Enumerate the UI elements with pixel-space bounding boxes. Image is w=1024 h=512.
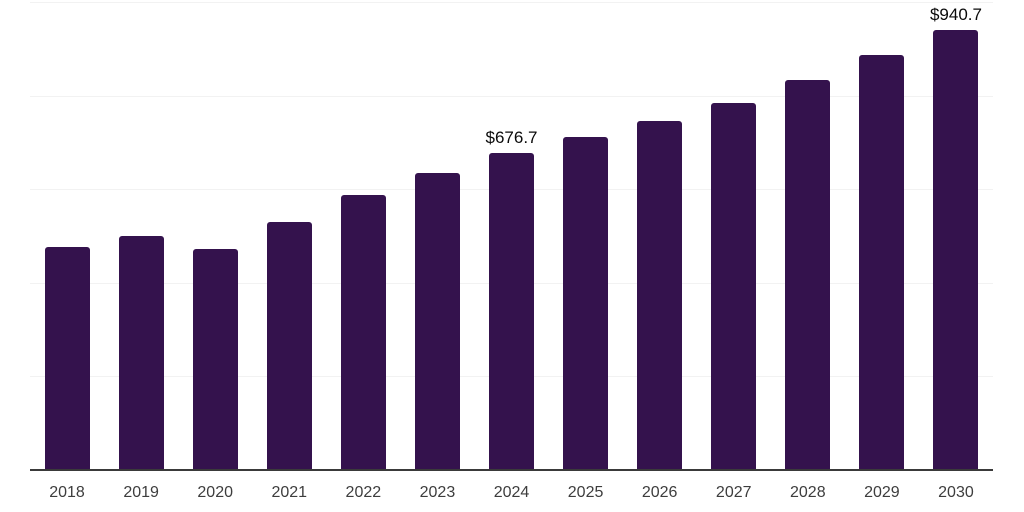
x-tick-2023: 2023 (419, 484, 456, 501)
bar-2022 (340, 195, 386, 470)
x-axis-line (30, 469, 993, 471)
gridline-800 (30, 95, 993, 97)
x-tick-2018: 2018 (49, 484, 85, 501)
bar-2028 (785, 80, 831, 470)
bar-2023 (414, 173, 460, 470)
data-label-2030: $940.7 (929, 4, 982, 24)
x-tick-2030: 2030 (938, 484, 974, 501)
bar-2025 (563, 137, 609, 470)
bar-2020 (192, 249, 238, 470)
x-tick-2027: 2027 (715, 484, 752, 501)
bar-2024 (489, 153, 534, 470)
x-tick-2025: 2025 (567, 484, 604, 501)
bar-2027 (711, 102, 757, 470)
bar-2018 (44, 246, 90, 470)
x-tick-2021: 2021 (271, 484, 308, 501)
x-tick-2024: 2024 (493, 484, 530, 501)
x-tick-2020: 2020 (197, 484, 233, 501)
x-tick-2022: 2022 (345, 484, 382, 501)
bar-2030 (933, 29, 979, 470)
x-tick-2028: 2028 (790, 484, 826, 501)
x-tick-2019: 2019 (123, 484, 159, 501)
x-tick-2029: 2029 (864, 484, 900, 501)
data-label-2024: $676.7 (485, 128, 538, 148)
bar-2021 (266, 221, 312, 470)
x-tick-2026: 2026 (641, 484, 678, 501)
bar-2029 (859, 55, 905, 470)
bar-2026 (637, 121, 683, 470)
gridline-1000 (30, 2, 993, 3)
bar-2019 (118, 236, 164, 470)
